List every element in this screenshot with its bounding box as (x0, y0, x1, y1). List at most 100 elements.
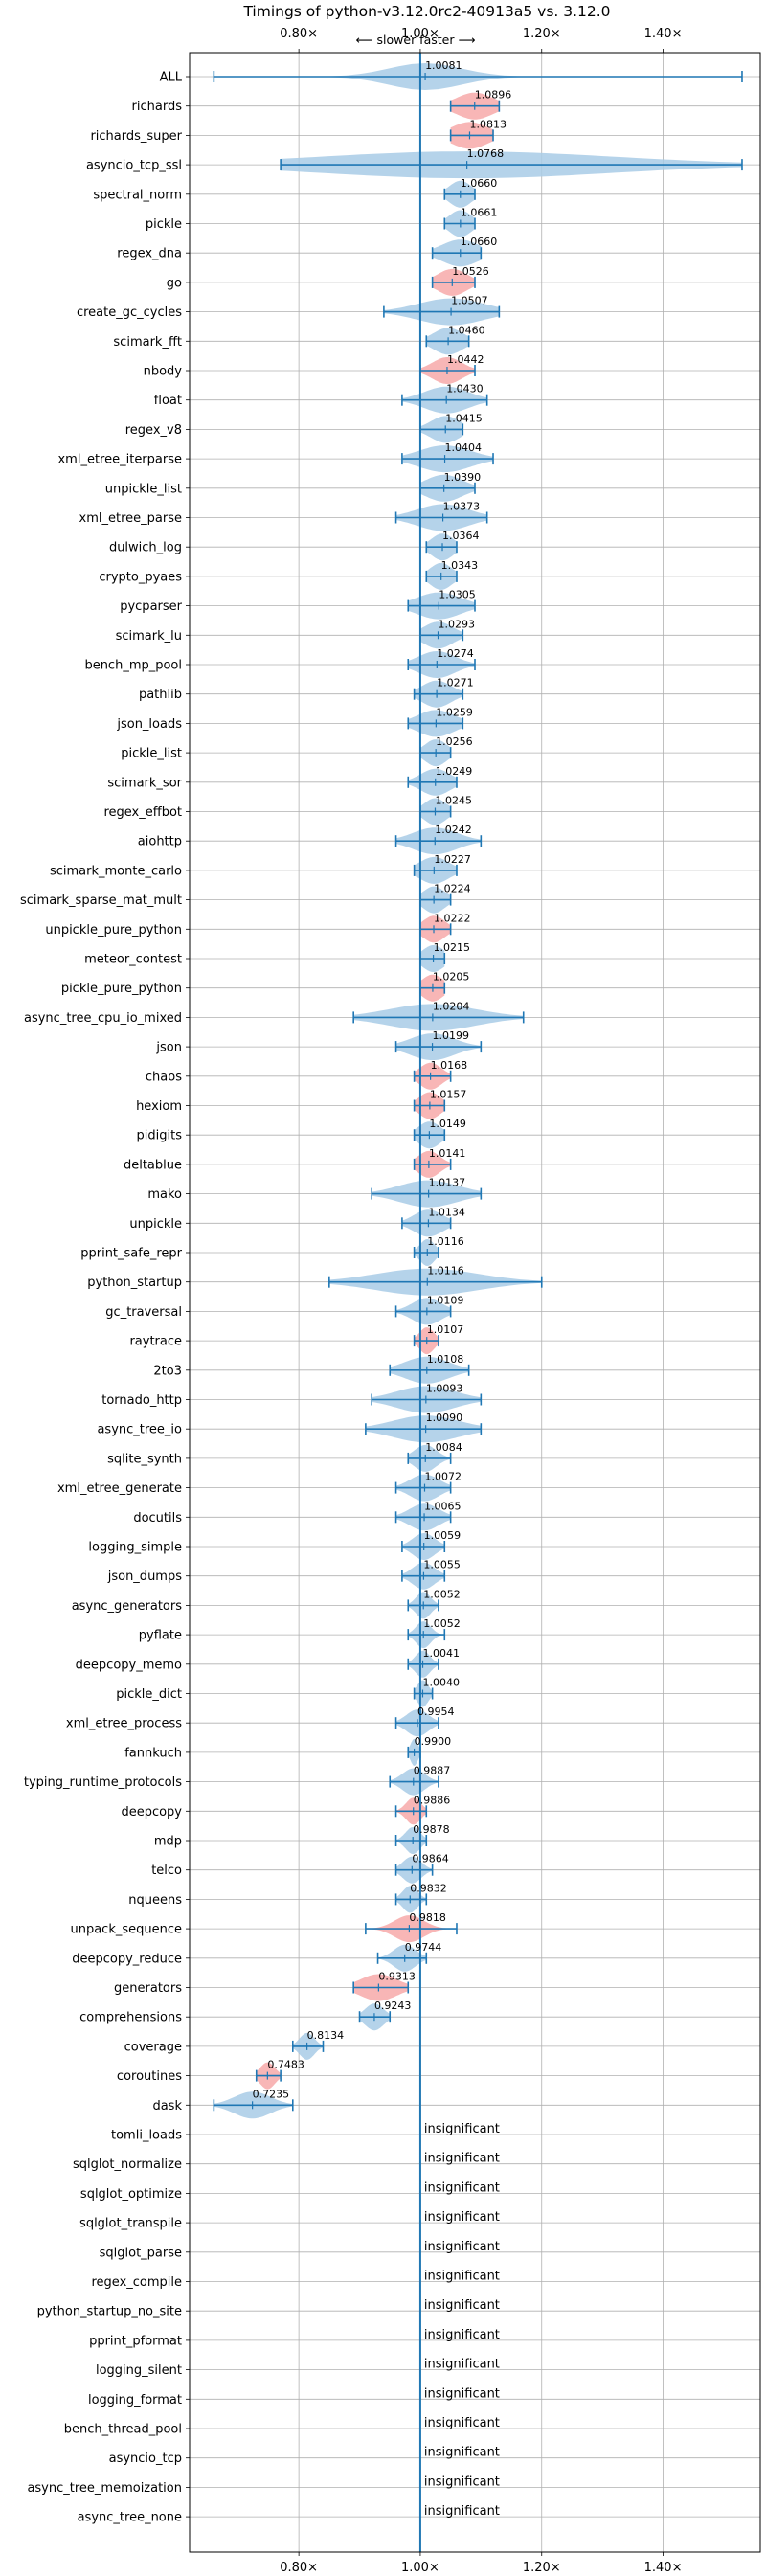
value-label: 1.0430 (446, 383, 484, 395)
value-label: 0.9818 (409, 1911, 446, 1924)
benchmark-label: pyflate (139, 1629, 182, 1643)
value-label: 1.0390 (444, 471, 482, 484)
insignificant-label: insignificant (424, 2358, 500, 2372)
benchmark-label: pickle (146, 217, 182, 232)
x-tick-label-top: 0.80× (280, 27, 318, 41)
value-label: 1.0109 (427, 1294, 464, 1306)
benchmark-label: nqueens (128, 1893, 182, 1908)
x-tick-label-bottom: 1.40× (644, 2561, 683, 2575)
benchmark-label: json (155, 1041, 182, 1055)
benchmark-label: sqlglot_transpile (79, 2217, 182, 2231)
benchmark-label: tornado_http (101, 1393, 182, 1408)
benchmark-label: sqlglot_normalize (73, 2158, 182, 2172)
benchmark-label: logging_simple (88, 1541, 182, 1555)
value-label: 1.0137 (429, 1177, 466, 1189)
benchmark-label: pickle_dict (116, 1687, 182, 1702)
x-tick-label-bottom: 1.00× (401, 2561, 439, 2575)
benchmark-label: pickle_pure_python (61, 982, 182, 996)
benchmark-label: asyncio_tcp_ssl (86, 159, 182, 173)
benchmark-label: float (154, 394, 182, 408)
value-label: 1.0660 (461, 177, 497, 190)
benchmark-label: xml_etree_process (66, 1717, 182, 1731)
benchmark-label: crypto_pyaes (99, 570, 182, 584)
value-label: 1.0072 (425, 1471, 462, 1483)
benchmark-label: tomli_loads (111, 2129, 182, 2143)
benchmark-label: dulwich_log (109, 541, 182, 555)
value-label: 1.0507 (451, 295, 488, 307)
value-label: 1.0227 (434, 853, 471, 866)
benchmark-label: create_gc_cycles (77, 305, 182, 320)
value-label: 1.0093 (426, 1383, 463, 1395)
insignificant-label: insignificant (424, 2328, 500, 2342)
value-label: 1.0222 (434, 912, 471, 924)
value-label: 1.0460 (448, 324, 485, 336)
benchmark-label: 2to3 (153, 1364, 182, 1378)
benchmark-label: logging_silent (96, 2363, 182, 2378)
value-label: 0.9900 (415, 1735, 452, 1748)
value-label: 1.0041 (423, 1647, 461, 1660)
benchmark-label: regex_effbot (103, 805, 182, 820)
value-label: 1.0813 (469, 118, 507, 130)
value-label: 1.0081 (425, 59, 462, 72)
value-label: 0.8134 (307, 2029, 345, 2042)
insignificant-label: insignificant (424, 2181, 500, 2195)
value-label: 1.0090 (426, 1412, 463, 1424)
benchmark-label: scimark_monte_carlo (50, 864, 182, 878)
insignificant-label: insignificant (424, 2386, 500, 2401)
benchmark-label: chaos (146, 1070, 182, 1084)
benchmark-label: unpickle_pure_python (45, 923, 182, 938)
benchmark-label: async_tree_cpu_io_mixed (24, 1011, 182, 1026)
x-ticks: 0.80× 0.80× 1.00× 1.00× 1.20× 1.20× 1.40× 1.40× (186, 27, 682, 2575)
value-label: 1.0059 (424, 1529, 462, 1542)
benchmark-label: scimark_sparse_mat_mult (20, 893, 182, 908)
value-label: 1.0055 (423, 1559, 461, 1571)
benchmark-label: dask (152, 2099, 182, 2113)
benchmark-label: xml_etree_generate (57, 1481, 182, 1496)
value-label: 1.0245 (435, 795, 472, 807)
benchmark-label: richards_super (90, 129, 182, 144)
value-label: 1.0661 (461, 207, 498, 219)
benchmark-label: sqlglot_parse (100, 2246, 182, 2260)
benchmark-label: pprint_safe_repr (80, 1247, 182, 1261)
value-label: 1.0271 (437, 677, 474, 689)
x-tick-label-top: 1.00× (401, 27, 439, 41)
value-label: 0.7235 (253, 2088, 290, 2100)
benchmark-label: deltablue (124, 1158, 182, 1172)
benchmark-label: hexiom (136, 1099, 182, 1114)
insignificant-label: insignificant (424, 2122, 500, 2136)
value-label: 1.0305 (439, 589, 476, 601)
value-label: 1.0256 (436, 735, 473, 748)
plot-frame (189, 52, 761, 2553)
benchmark-label: spectral_norm (93, 188, 182, 202)
benchmark-label: async_tree_memoization (27, 2481, 182, 2496)
benchmark-label: pprint_pformat (89, 2334, 182, 2348)
value-label: 0.9744 (405, 1941, 442, 1954)
benchmark-label: meteor_contest (84, 953, 182, 967)
benchmark-label: richards (132, 100, 183, 114)
benchmark-label: telco (151, 1864, 182, 1878)
value-label: 0.7483 (267, 2059, 304, 2071)
x-tick-label-bottom: 1.20× (523, 2561, 561, 2575)
benchmark-label: scimark_sor (107, 776, 182, 790)
value-label: 1.0259 (436, 706, 473, 718)
benchmark-label: logging_format (88, 2393, 182, 2407)
insignificant-label: insignificant (424, 2504, 500, 2519)
value-label: 1.0526 (452, 265, 489, 278)
range-bars (213, 71, 743, 2112)
benchmark-label: typing_runtime_protocols (24, 1775, 182, 1790)
value-label: 1.0343 (441, 559, 479, 572)
value-label: 1.0149 (429, 1118, 466, 1130)
benchmark-label: comprehensions (79, 2011, 182, 2025)
value-label: 1.0141 (429, 1147, 466, 1160)
value-label: 1.0768 (467, 147, 504, 160)
x-tick-label-bottom: 0.80× (280, 2561, 318, 2575)
value-label: 0.9243 (374, 2000, 412, 2012)
value-label: 0.9313 (378, 1971, 416, 1983)
x-tick-label-top: 1.20× (523, 27, 561, 41)
benchmark-label: aiohttp (138, 835, 182, 849)
benchmark-label: deepcopy_reduce (72, 1952, 182, 1966)
benchmark-label: mako (147, 1187, 182, 1202)
chart-title: Timings of python-v3.12.0rc2-40913a5 vs.… (242, 3, 610, 20)
value-label: 1.0442 (447, 353, 484, 366)
